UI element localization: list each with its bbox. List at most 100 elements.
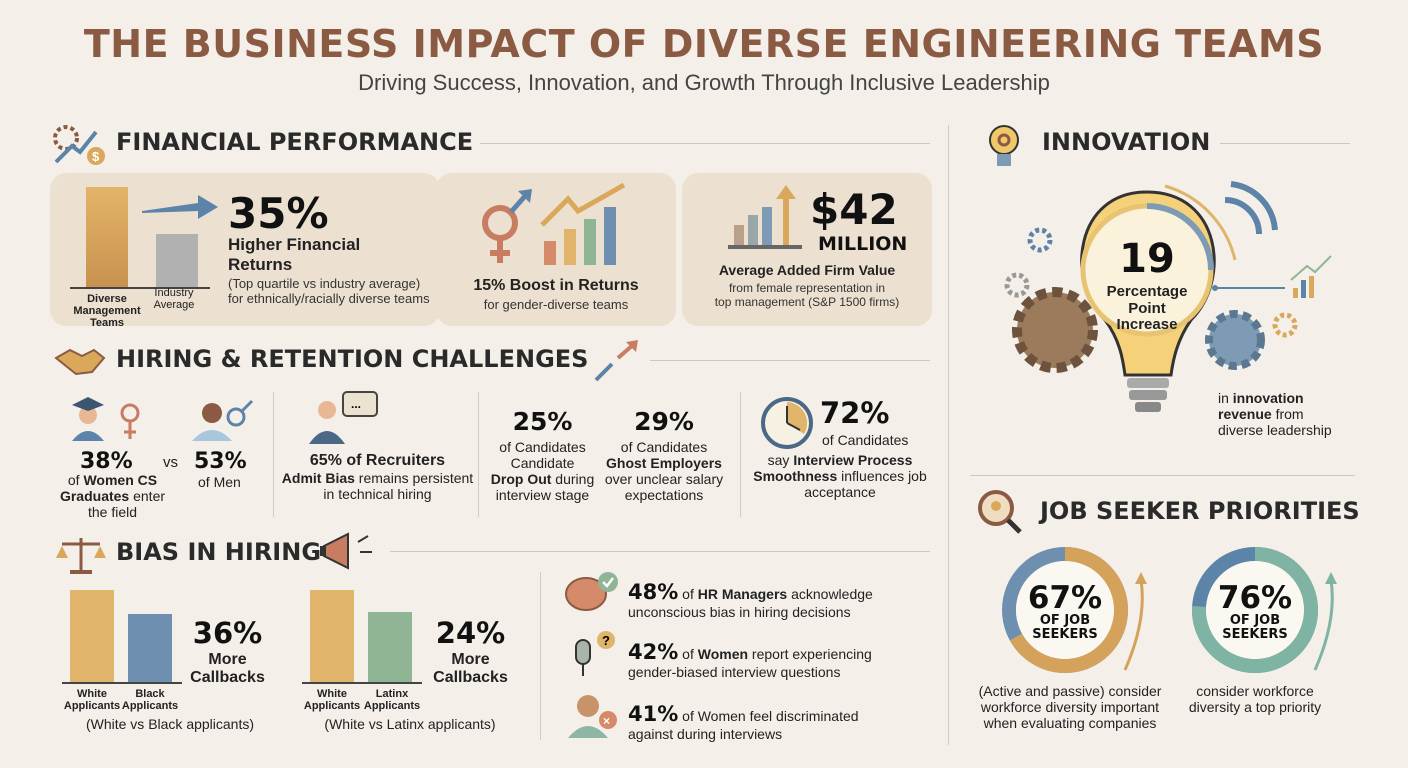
divider: [480, 143, 930, 144]
brain-check-icon: [565, 572, 618, 611]
returns-note: (Top quartile vs industry average): [228, 276, 421, 291]
job-seeker-value: 67%: [1027, 580, 1103, 616]
women-text: of Women CS Graduates enter the field: [55, 472, 170, 520]
donut-chart-76: [1192, 547, 1337, 673]
text: of: [67, 472, 84, 488]
women-value: 38%: [80, 449, 133, 474]
fact-value: 48%: [628, 580, 679, 604]
text: report experiencing: [748, 646, 872, 662]
divider: [1220, 143, 1350, 144]
smooth-value: 72%: [820, 396, 890, 430]
text: acknowledge: [787, 586, 873, 602]
text: Women CS Graduates: [59, 472, 158, 505]
text: gender-biased interview questions: [628, 664, 841, 681]
man-icon: [192, 399, 254, 441]
firm-value-label: Average Added Firm Value: [718, 262, 896, 278]
page-subtitle: Driving Success, Innovation, and Growth …: [358, 70, 1050, 95]
firm-value-note: from female representation in: [728, 281, 886, 295]
divider: [970, 475, 1355, 476]
recruiter-speech-icon: ...: [309, 391, 378, 444]
gender-growth-icon: [482, 182, 626, 265]
text: innovation revenue: [1218, 390, 1304, 423]
firm-value-unit: MILLION: [818, 233, 908, 255]
job-seeker-caption: consider workforce diversity a top prior…: [1188, 683, 1322, 716]
column-divider: [948, 125, 949, 745]
donut-segment: [1192, 547, 1318, 673]
text: Women: [697, 646, 749, 662]
returns-value: 35%: [228, 189, 329, 238]
innovation-text: in innovation revenue from diverse leade…: [1218, 390, 1338, 438]
bar-label: Diverse Management Teams: [73, 293, 141, 329]
financial-card-gender: 15% Boost in Returns for gender-diverse …: [436, 173, 676, 326]
text: of: [678, 646, 698, 662]
text: Drop Out: [490, 471, 552, 488]
megaphone-icon: [320, 532, 372, 570]
returns-note: for ethnically/racially diverse teams: [228, 291, 430, 306]
person-x-icon: ×: [568, 695, 617, 738]
recruiters-text: 65% of Recruiters Admit Bias remains pers…: [280, 452, 475, 503]
financial-heading: FINANCIAL PERFORMANCE: [116, 128, 474, 156]
callback-label: More Callbacks: [190, 651, 265, 686]
fact-text: 42% of Women report experiencing gender-b…: [628, 640, 872, 680]
text: HR Managers: [697, 586, 788, 602]
men-value: 53%: [194, 449, 247, 474]
innovation-heading: INNOVATION: [1042, 128, 1211, 156]
job-seekers-heading: JOB SEEKER PRIORITIES: [1040, 497, 1360, 525]
growth-arrow-head: [1135, 572, 1147, 584]
text: unconscious bias in hiring decisions: [628, 604, 851, 621]
svg-text:$: $: [92, 149, 100, 164]
text: say: [767, 452, 794, 468]
text: of Candidates: [620, 439, 708, 455]
text: of Candidates: [499, 439, 586, 455]
text: Ghost Employers: [606, 455, 722, 472]
ghost-value: 29%: [634, 407, 694, 436]
svg-text:...: ...: [351, 397, 361, 411]
ghost-text: of Candidates Ghost Employers over unclear…: [604, 439, 724, 503]
firm-value-note: top management (S&P 1500 firms): [714, 295, 900, 309]
smooth-text: of Candidates: [822, 432, 909, 448]
job-seeker-caption: (Active and passive) consider workforce …: [978, 683, 1162, 732]
fact-value: 41%: [628, 702, 679, 726]
broken-arrow-icon: [594, 340, 638, 382]
divider: [540, 572, 541, 740]
text: from diverse leadership: [1218, 406, 1332, 439]
divider: [390, 551, 930, 552]
smooth-text: say Interview Process Smoothness influen…: [750, 452, 930, 500]
growth-arrow-head: [1325, 572, 1337, 584]
text: Candidate: [510, 455, 575, 472]
page-title: THE BUSINESS IMPACT OF DIVERSE ENGINEERI…: [83, 22, 1325, 66]
growth-arrow: [1313, 579, 1334, 671]
bar-label: Industry Average: [153, 287, 195, 311]
woman-graduate-icon: [72, 397, 140, 441]
donut-chart-67: [1002, 547, 1147, 673]
callback-value: 36%: [192, 616, 263, 650]
bar-diverse-teams: [86, 187, 128, 287]
clock-icon: [761, 397, 813, 449]
hiring-heading: HIRING & RETENTION CHALLENGES: [116, 345, 589, 373]
divider: [650, 360, 930, 361]
bias-heading: BIAS IN HIRING: [116, 538, 322, 566]
svg-text:×: ×: [603, 714, 610, 728]
bias-chart-black: [62, 590, 182, 684]
bar-white-applicants: [310, 590, 354, 682]
men-text: of Men: [198, 474, 241, 490]
job-seeker-value: 76%: [1217, 580, 1293, 616]
callback-caption: (White vs Latinx applicants): [324, 716, 496, 732]
job-seeker-label: OF JOB SEEKERS: [1032, 613, 1098, 643]
fact-value: 42%: [628, 640, 679, 664]
handshake-icon: [54, 348, 106, 376]
divider: [478, 392, 479, 517]
returns-label: Higher Financial Returns: [228, 235, 361, 274]
callback-label: More Callbacks: [433, 651, 508, 686]
scales-icon: [56, 538, 106, 574]
financial-card-returns: Diverse Management Teams Industry Averag…: [50, 173, 440, 329]
text: 65% of Recruiters: [309, 452, 446, 469]
text: during interview stage: [495, 471, 595, 504]
text: Interview Process Smoothness: [753, 452, 913, 485]
text: over unclear salary expectations: [604, 471, 724, 504]
text: of Women feel discriminated: [678, 708, 859, 724]
firm-value: $42: [810, 185, 898, 234]
donut-segment: [1009, 547, 1128, 673]
bar-black-applicants: [128, 613, 172, 682]
lightbulb-gear-icon: [989, 125, 1019, 166]
